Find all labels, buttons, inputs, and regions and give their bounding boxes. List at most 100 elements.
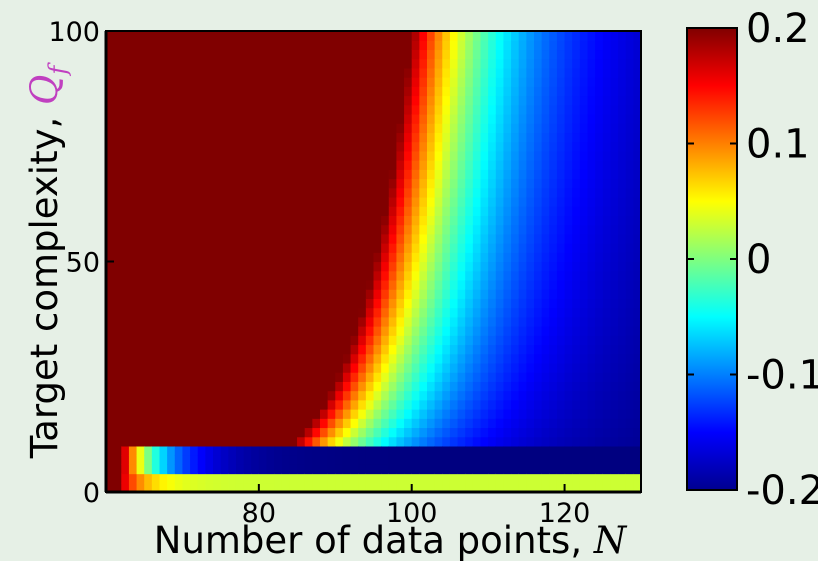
- heatmap-cell: [404, 427, 413, 438]
- heatmap-cell: [220, 390, 229, 401]
- heatmap-cell: [404, 150, 413, 161]
- heatmap-cell: [442, 113, 451, 124]
- heatmap-cell: [144, 67, 153, 78]
- heatmap-cell: [266, 178, 275, 189]
- heatmap-cell: [106, 243, 115, 253]
- heatmap-cell: [243, 113, 252, 124]
- heatmap-cell: [480, 169, 489, 180]
- heatmap-cell: [587, 455, 596, 465]
- heatmap-cell: [511, 206, 520, 216]
- heatmap-cell: [480, 113, 489, 124]
- heatmap-cell: [128, 307, 138, 318]
- heatmap-cell: [121, 243, 130, 253]
- heatmap-cell: [449, 473, 459, 484]
- heatmap-cell: [228, 187, 237, 198]
- heatmap-cell: [549, 169, 558, 180]
- heatmap-cell: [335, 390, 344, 401]
- heatmap-cell: [618, 270, 627, 281]
- heatmap-cell: [312, 86, 321, 97]
- heatmap-cell: [167, 67, 176, 78]
- heatmap-cell: [541, 436, 550, 447]
- heatmap-cell: [289, 362, 298, 373]
- heatmap-cell: [213, 372, 222, 382]
- heatmap-cell: [472, 77, 482, 87]
- heatmap-cell: [534, 224, 543, 235]
- heatmap-cell: [511, 381, 520, 392]
- heatmap-cell: [266, 482, 275, 492]
- heatmap-cell: [388, 326, 398, 336]
- heatmap-cell: [572, 123, 581, 134]
- heatmap-cell: [289, 289, 298, 299]
- heatmap-cell: [197, 67, 206, 78]
- heatmap-cell: [556, 261, 566, 272]
- heatmap-cell: [113, 40, 122, 51]
- heatmap-cell: [182, 409, 191, 419]
- heatmap-cell: [205, 58, 214, 69]
- heatmap-cell: [427, 362, 436, 373]
- heatmap-cell: [167, 381, 176, 392]
- heatmap-cell: [549, 326, 558, 336]
- heatmap-cell: [434, 353, 443, 364]
- heatmap-cell: [518, 353, 527, 364]
- heatmap-cell: [136, 409, 145, 419]
- heatmap-cell: [228, 335, 237, 346]
- heatmap-cell: [205, 67, 214, 78]
- heatmap-cell: [151, 178, 161, 189]
- heatmap-cell: [503, 252, 512, 263]
- heatmap-cell: [251, 381, 260, 392]
- heatmap-cell: [618, 445, 627, 456]
- heatmap-cell: [595, 243, 604, 253]
- heatmap-cell: [304, 86, 313, 97]
- heatmap-cell: [274, 233, 283, 244]
- heatmap-cell: [449, 123, 459, 134]
- heatmap-cell: [633, 206, 641, 216]
- heatmap-cell: [419, 252, 428, 263]
- heatmap-cell: [526, 169, 535, 180]
- heatmap-cell: [618, 31, 627, 41]
- heatmap-cell: [213, 215, 222, 226]
- heatmap-cell: [258, 427, 268, 438]
- heatmap-cell: [167, 390, 176, 401]
- heatmap-cell: [465, 77, 474, 87]
- heatmap-cell: [350, 252, 359, 263]
- heatmap-cell: [587, 270, 596, 281]
- heatmap-cell: [564, 455, 573, 465]
- heatmap-cell: [274, 150, 283, 161]
- heatmap-cell: [556, 104, 566, 115]
- heatmap-cell: [442, 473, 451, 484]
- heatmap-cell: [556, 427, 566, 438]
- heatmap-cell: [526, 399, 535, 410]
- heatmap-cell: [472, 141, 482, 152]
- heatmap-cell: [564, 409, 573, 419]
- heatmap-cell: [358, 455, 367, 465]
- heatmap-cell: [472, 436, 482, 447]
- heatmap-cell: [373, 464, 382, 475]
- heatmap-cell: [182, 353, 191, 364]
- heatmap-cell: [213, 49, 222, 60]
- heatmap-cell: [480, 381, 489, 392]
- heatmap-cell: [144, 224, 153, 235]
- heatmap-cell: [434, 215, 443, 226]
- heatmap-cell: [381, 316, 390, 327]
- heatmap-cell: [472, 132, 482, 143]
- heatmap-cell: [144, 445, 153, 456]
- heatmap-cell: [564, 473, 573, 484]
- heatmap-cell: [411, 86, 420, 97]
- heatmap-cell: [205, 445, 214, 456]
- heatmap-cell: [159, 187, 168, 198]
- heatmap-cell: [549, 77, 558, 87]
- heatmap-cell: [495, 326, 505, 336]
- heatmap-cell: [174, 316, 184, 327]
- heatmap-cell: [503, 95, 512, 106]
- heatmap-cell: [419, 464, 428, 475]
- heatmap-cell: [297, 113, 306, 124]
- heatmap-cell: [213, 160, 222, 170]
- heatmap-cell: [151, 261, 161, 272]
- heatmap-cell: [618, 187, 627, 198]
- heatmap-cell: [541, 215, 550, 226]
- heatmap-cell: [442, 326, 451, 336]
- heatmap-cell: [358, 243, 367, 253]
- heatmap-cell: [411, 104, 420, 115]
- heatmap-cell: [113, 289, 122, 299]
- heatmap-cell: [312, 316, 321, 327]
